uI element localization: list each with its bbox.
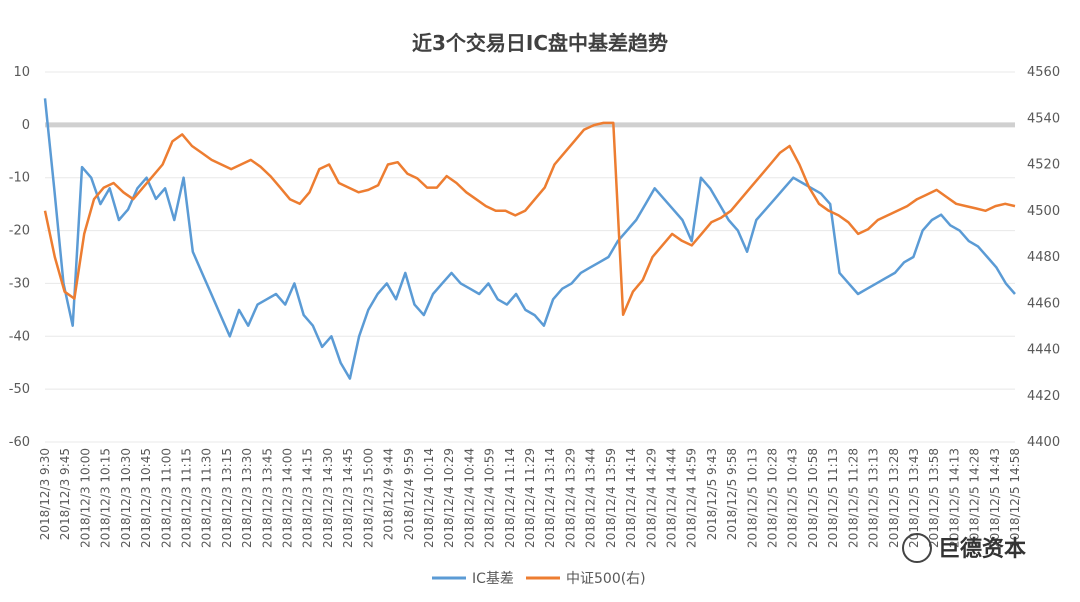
x-tick-label: 2018/12/5 10:28 (766, 448, 780, 548)
y-left-tick-label: 10 (13, 65, 30, 80)
x-tick-label: 2018/12/3 13:15 (220, 448, 234, 548)
grid-lines (45, 71, 1015, 443)
x-tick-label: 2018/12/3 10:30 (119, 448, 133, 548)
x-tick-label: 2018/12/3 10:15 (99, 448, 113, 548)
x-tick-label: 2018/12/3 13:30 (240, 448, 254, 548)
x-tick-label: 2018/12/4 11:29 (523, 448, 537, 548)
x-tick-label: 2018/12/4 9:44 (382, 448, 396, 540)
x-tick-label: 2018/12/4 10:29 (442, 448, 456, 548)
legend: IC基差 中证500(右) (432, 570, 646, 587)
series-line-csi500 (43, 121, 1016, 317)
x-tick-label: 2018/12/3 11:00 (159, 448, 173, 548)
y-left-tick-label: -50 (9, 382, 30, 397)
x-tick-label: 2018/12/5 13:58 (927, 448, 941, 548)
x-tick-label: 2018/12/5 14:28 (968, 448, 982, 548)
y-right-tick-label: 4560 (1027, 65, 1060, 80)
x-tick-label: 2018/12/4 10:44 (462, 448, 476, 548)
x-tick-label: 2018/12/4 13:14 (543, 448, 557, 548)
x-tick-label: 2018/12/3 13:45 (260, 448, 274, 548)
x-tick-label: 2018/12/4 14:44 (664, 448, 678, 548)
x-tick-label: 2018/12/5 9:58 (725, 448, 739, 540)
x-tick-label: 2018/12/3 14:00 (281, 448, 295, 548)
x-tick-label: 2018/12/5 9:43 (705, 448, 719, 540)
x-tick-label: 2018/12/5 13:43 (907, 448, 921, 548)
x-tick-label: 2018/12/5 13:28 (887, 448, 901, 548)
x-tick-label: 2018/12/3 14:45 (341, 448, 355, 548)
x-tick-label: 2018/12/4 10:59 (483, 448, 497, 548)
x-tick-label: 2018/12/3 10:45 (139, 448, 153, 548)
y-right-tick-label: 4540 (1027, 111, 1060, 126)
x-tick-label: 2018/12/5 14:13 (947, 448, 961, 548)
x-tick-label: 2018/12/5 10:43 (786, 448, 800, 548)
x-axis: 2018/12/3 9:30 2018/12/3 9:45 2018/12/3 10… (38, 448, 1022, 548)
y-axis-left: 10 0 -10 -20 -30 -40 -50 -60 (9, 65, 30, 450)
y-right-tick-label: 4420 (1027, 389, 1060, 404)
x-tick-label: 2018/12/5 10:13 (745, 448, 759, 548)
y-left-tick-label: -60 (9, 435, 30, 450)
legend-label-ic-basis: IC基差 (472, 570, 514, 587)
x-tick-label: 2018/12/5 11:13 (826, 448, 840, 548)
x-tick-label: 2018/12/4 11:14 (503, 448, 517, 548)
watermark-text: 巨德资本 (938, 536, 1026, 562)
x-tick-label: 2018/12/3 9:45 (58, 448, 72, 540)
x-tick-label: 2018/12/4 14:14 (624, 448, 638, 548)
x-tick-label: 2018/12/4 13:59 (604, 448, 618, 548)
series-line-ic-basis (43, 98, 1016, 380)
x-tick-label: 2018/12/4 9:59 (402, 448, 416, 540)
y-right-tick-label: 4520 (1027, 158, 1060, 173)
x-tick-label: 2018/12/4 13:44 (584, 448, 598, 548)
x-tick-label: 2018/12/3 11:15 (179, 448, 193, 548)
x-tick-label: 2018/12/3 11:30 (200, 448, 214, 548)
y-left-tick-label: -30 (9, 276, 30, 291)
x-tick-label: 2018/12/5 10:58 (806, 448, 820, 548)
y-left-tick-label: -20 (9, 224, 30, 239)
x-tick-label: 2018/12/3 14:15 (301, 448, 315, 548)
x-tick-label: 2018/12/5 11:28 (846, 448, 860, 548)
x-tick-label: 2018/12/5 14:58 (1008, 448, 1022, 548)
chart-title: 近3个交易日IC盘中基差趋势 (412, 31, 668, 55)
y-right-tick-label: 4400 (1027, 435, 1060, 450)
y-right-tick-label: 4440 (1027, 343, 1060, 358)
y-left-tick-label: -40 (9, 329, 30, 344)
y-right-tick-label: 4500 (1027, 204, 1060, 219)
x-tick-label: 2018/12/3 15:00 (361, 448, 375, 548)
x-tick-label: 2018/12/4 14:29 (644, 448, 658, 548)
wechat-icon (902, 533, 932, 563)
x-tick-label: 2018/12/3 10:00 (78, 448, 92, 548)
watermark: 巨德资本 (902, 533, 1026, 563)
x-tick-label: 2018/12/3 14:30 (321, 448, 335, 548)
y-axis-right: 4560 4540 4520 4500 4480 4460 4440 4420 4400 (1027, 65, 1060, 450)
y-right-tick-label: 4480 (1027, 250, 1060, 265)
x-tick-label: 2018/12/5 14:43 (988, 448, 1002, 548)
x-tick-label: 2018/12/4 13:29 (563, 448, 577, 548)
y-left-tick-label: -10 (9, 171, 30, 186)
series-layer (43, 98, 1016, 380)
y-right-tick-label: 4460 (1027, 296, 1060, 311)
x-tick-label: 2018/12/4 14:59 (685, 448, 699, 548)
y-left-tick-label: 0 (22, 118, 30, 133)
x-tick-label: 2018/12/5 13:13 (867, 448, 881, 548)
legend-label-csi500: 中证500(右) (566, 571, 646, 587)
x-tick-label: 2018/12/4 10:14 (422, 448, 436, 548)
x-tick-label: 2018/12/3 9:30 (38, 448, 52, 540)
